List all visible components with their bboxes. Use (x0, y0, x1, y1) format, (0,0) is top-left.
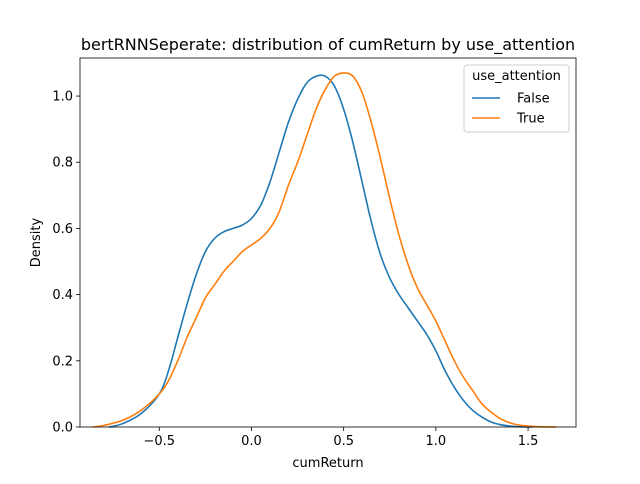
legend-title: use_attention (472, 69, 561, 84)
series-line-true (92, 72, 557, 428)
x-axis-label: cumReturn (292, 456, 363, 471)
legend-entries: False True (472, 92, 550, 127)
y-tick-label: 0.8 (52, 156, 73, 171)
x-tick-label: −0.5 (143, 434, 175, 449)
plot-area (92, 72, 557, 428)
y-tick-label: 0.4 (52, 288, 73, 303)
y-tick-label: 0.6 (52, 222, 73, 237)
y-tick-label: 0.0 (52, 421, 73, 436)
x-tick-label: 1.5 (518, 434, 539, 449)
y-tick-label: 1.0 (52, 90, 73, 105)
series-line-false (108, 74, 533, 428)
y-tick-label: 0.2 (52, 354, 73, 369)
chart-title: bertRNNSeperate: distribution of cumRetu… (81, 35, 575, 55)
x-tick-label: 0.5 (333, 434, 354, 449)
axis-ticks: −0.5 0.0 0.5 1.0 1.5 0.0 0.2 0.4 0.6 0.8 1.0 (52, 90, 538, 449)
legend: use_attention False True (463, 64, 570, 133)
legend-box (463, 64, 570, 133)
y-axis-label: Density (29, 217, 44, 267)
axes-frame (79, 57, 577, 428)
legend-label-false: False (517, 92, 550, 107)
x-tick-label: 0.0 (241, 434, 262, 449)
x-tick-label: 1.0 (426, 434, 447, 449)
legend-label-true: True (516, 112, 545, 127)
